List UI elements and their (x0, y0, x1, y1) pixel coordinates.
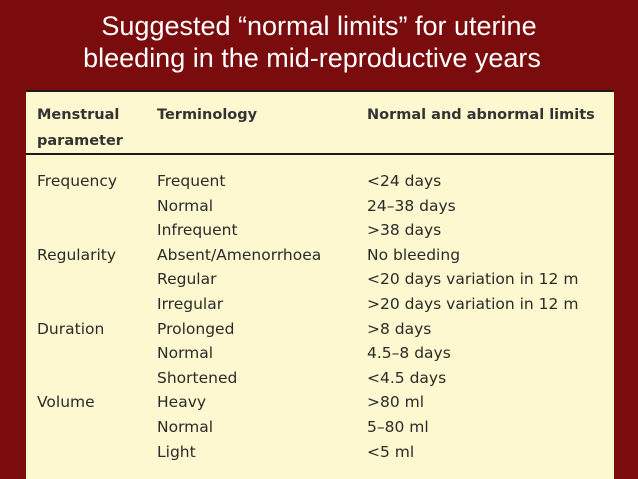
table-row: Light <5 ml (26, 440, 614, 465)
cell-parameter: Volume (37, 393, 95, 411)
slide-title: Suggested “normal limits” for uterine bl… (0, 10, 638, 74)
table-row: Volume Heavy >80 ml (26, 390, 614, 415)
cell-limit: 4.5–8 days (367, 344, 451, 362)
cell-limit: <20 days variation in 12 m (367, 270, 579, 288)
table-row: Regular <20 days variation in 12 m (26, 267, 614, 292)
cell-limit: 24–38 days (367, 197, 456, 215)
table-row: Regularity Absent/Amenorrhoea No bleedin… (26, 243, 614, 268)
cell-terminology: Light (157, 443, 196, 461)
header-terminology: Terminology (157, 107, 258, 123)
cell-parameter: Duration (37, 320, 105, 338)
header-menstrual-parameter: Menstrual parameter (37, 102, 123, 154)
cell-limit: >8 days (367, 320, 432, 338)
table-row: Normal 24–38 days (26, 194, 614, 219)
header-col1-line1: Menstrual (37, 107, 120, 123)
slide-title-line-2: bleeding in the mid-reproductive years (83, 43, 541, 73)
header-col1-line2: parameter (37, 133, 123, 149)
cell-parameter: Frequency (37, 172, 118, 190)
menstrual-limits-table: Menstrual parameter Terminology Normal a… (26, 90, 614, 479)
cell-terminology: Regular (157, 270, 217, 288)
cell-parameter: Regularity (37, 246, 117, 264)
cell-limit: No bleeding (367, 246, 461, 264)
slide-title-line-1: Suggested “normal limits” for uterine (101, 11, 537, 41)
table-row: Normal 5–80 ml (26, 415, 614, 440)
cell-limit: >38 days (367, 221, 442, 239)
cell-terminology: Prolonged (157, 320, 235, 338)
cell-limit: 5–80 ml (367, 418, 429, 436)
cell-limit: <5 ml (367, 443, 415, 461)
cell-terminology: Irregular (157, 295, 224, 313)
table-row: Irregular >20 days variation in 12 m (26, 292, 614, 317)
cell-terminology: Normal (157, 344, 214, 362)
header-rule (26, 153, 614, 155)
cell-limit: >80 ml (367, 393, 425, 411)
table-row: Infrequent >38 days (26, 218, 614, 243)
cell-terminology: Normal (157, 418, 214, 436)
cell-limit: <24 days (367, 172, 442, 190)
cell-limit: <4.5 days (367, 369, 447, 387)
cell-terminology: Frequent (157, 172, 226, 190)
cell-terminology: Absent/Amenorrhoea (157, 246, 322, 264)
cell-terminology: Infrequent (157, 221, 238, 239)
cell-limit: >20 days variation in 12 m (367, 295, 579, 313)
table-row: Shortened <4.5 days (26, 366, 614, 391)
cell-terminology: Shortened (157, 369, 238, 387)
table-row: Duration Prolonged >8 days (26, 317, 614, 342)
cell-terminology: Heavy (157, 393, 207, 411)
cell-terminology: Normal (157, 197, 214, 215)
header-limits: Normal and abnormal limits (367, 107, 595, 123)
table-row: Normal 4.5–8 days (26, 341, 614, 366)
table-row: Frequency Frequent <24 days (26, 169, 614, 194)
table-top-rule (26, 90, 614, 92)
